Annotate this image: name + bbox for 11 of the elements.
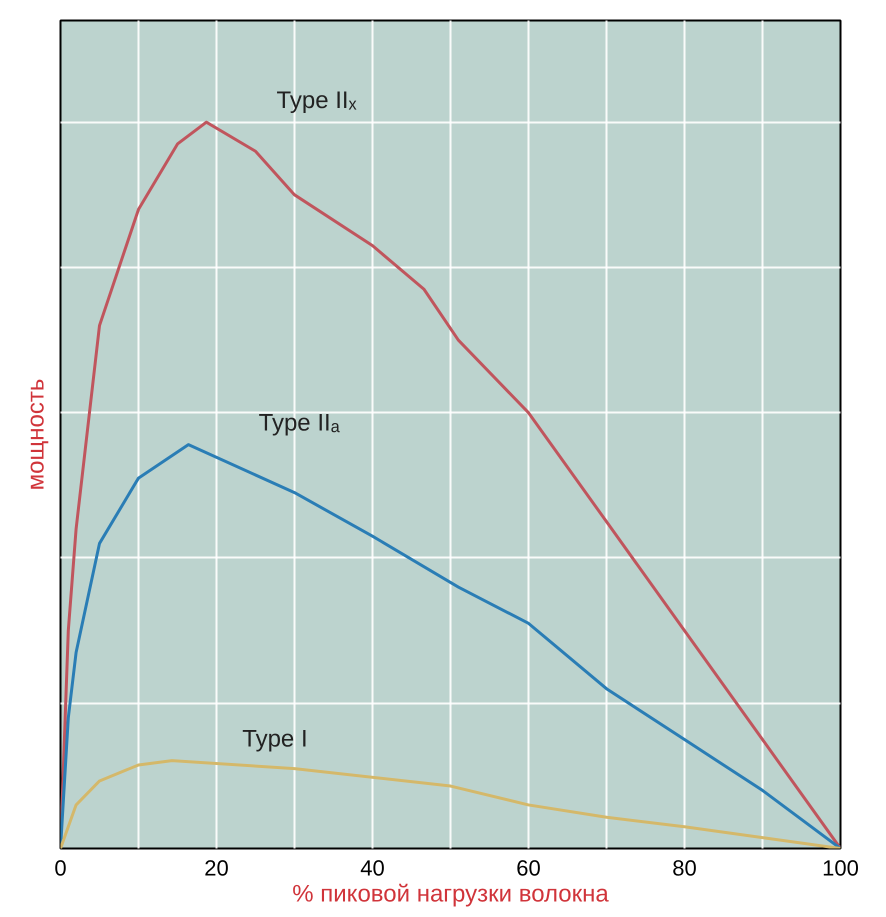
series-label: Type I xyxy=(242,726,308,753)
x-tick-label: 0 xyxy=(54,856,67,880)
y-axis-title: мощность xyxy=(22,378,50,490)
series-label: Type IIₓ xyxy=(276,87,357,114)
x-tick-label: 100 xyxy=(822,856,859,880)
x-tick-label: 80 xyxy=(672,856,697,880)
x-tick-label: 20 xyxy=(204,856,229,880)
x-tick-label: 40 xyxy=(360,856,385,880)
x-axis-title: % пиковой нагрузки волокна xyxy=(292,880,610,908)
x-tick-label: 60 xyxy=(516,856,541,880)
series-label: Type IIₐ xyxy=(258,410,341,437)
